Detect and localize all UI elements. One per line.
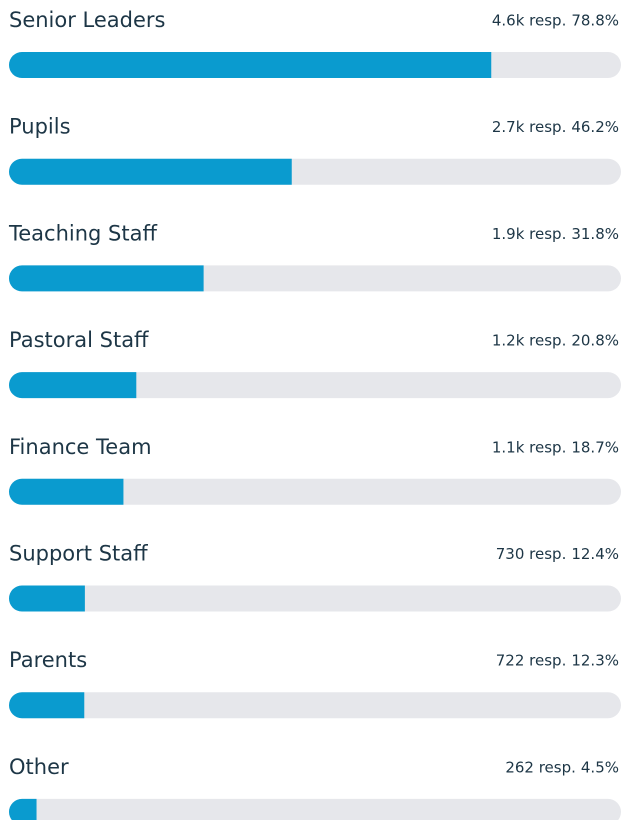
- response-count: 2.7k resp.: [492, 118, 566, 136]
- category-label: Other: [9, 755, 69, 779]
- category-label: Pastoral Staff: [9, 328, 149, 352]
- percent-label: 18.7%: [571, 438, 619, 456]
- response-count: 1.2k resp.: [492, 332, 566, 350]
- category-label: Pupils: [9, 115, 71, 139]
- response-count: 1.1k resp.: [492, 438, 566, 456]
- bar-track: [9, 692, 621, 719]
- bar-track: [9, 585, 621, 612]
- bar-track: [9, 798, 621, 820]
- category-label: Parents: [9, 648, 87, 672]
- percent-label: 12.4%: [571, 545, 619, 563]
- percent-label: 31.8%: [571, 225, 619, 243]
- bar: [9, 52, 492, 78]
- percent-label: 46.2%: [571, 118, 619, 136]
- bar: [9, 798, 37, 820]
- response-count: 262 resp.: [505, 758, 576, 776]
- bar: [9, 478, 124, 505]
- bar: [9, 692, 85, 719]
- category-label: Support Staff: [9, 542, 148, 566]
- percent-label: 4.5%: [581, 758, 619, 776]
- category-label: Senior Leaders: [9, 8, 166, 32]
- response-count: 730 resp.: [496, 545, 567, 563]
- category-label: Teaching Staff: [8, 221, 157, 245]
- response-count: 4.6k resp.: [492, 12, 566, 30]
- percent-label: 12.3%: [571, 652, 619, 670]
- bar: [9, 265, 204, 292]
- percent-label: 20.8%: [571, 332, 619, 350]
- category-label: Finance Team: [9, 435, 152, 459]
- percent-label: 78.8%: [571, 12, 619, 30]
- bar: [9, 372, 137, 399]
- bar: [9, 158, 292, 185]
- bar-track: [9, 372, 621, 399]
- response-count: 1.9k resp.: [492, 225, 566, 243]
- bar: [9, 585, 85, 612]
- bar-track: [9, 478, 621, 505]
- response-count: 722 resp.: [496, 652, 567, 670]
